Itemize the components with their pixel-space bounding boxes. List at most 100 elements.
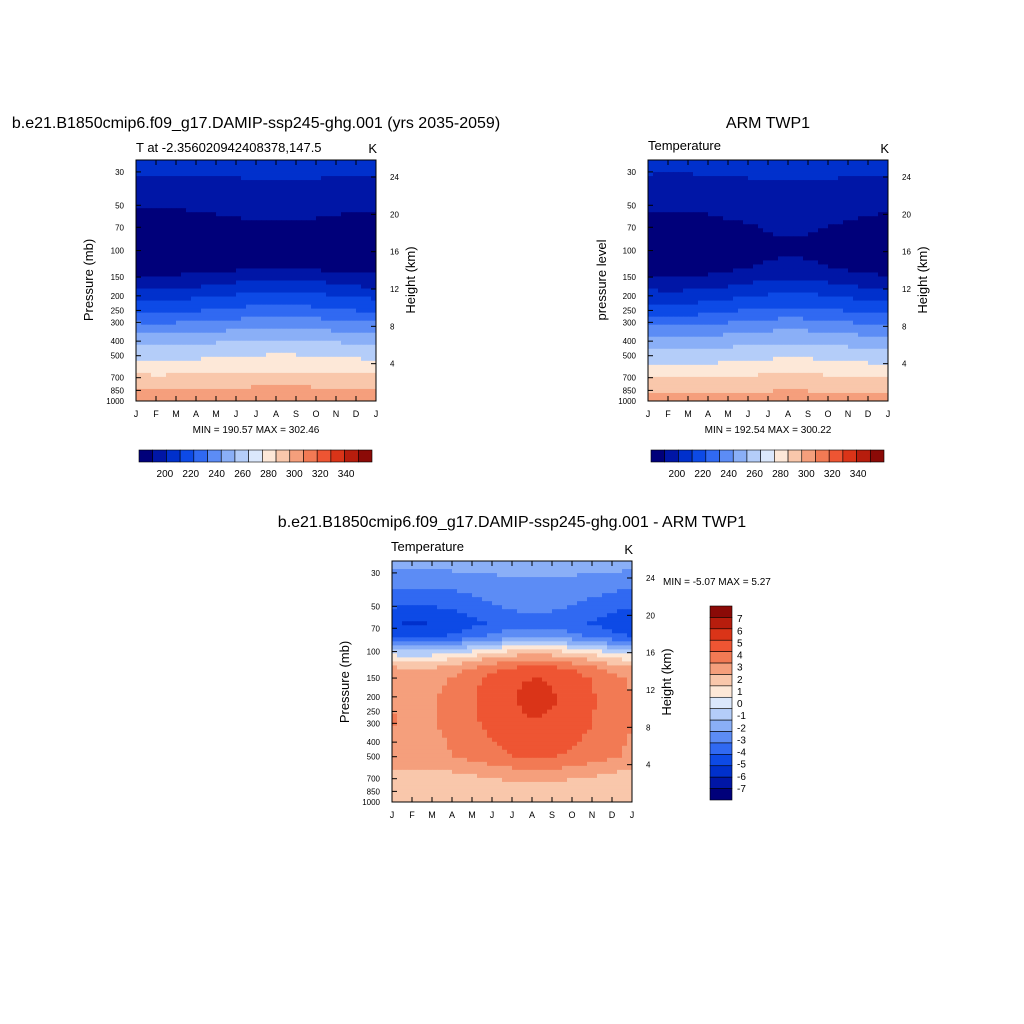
field-cell	[703, 248, 709, 253]
field-cell	[818, 276, 824, 281]
field-cell	[818, 236, 824, 241]
field-cell	[216, 232, 222, 237]
field-cell	[788, 200, 794, 205]
field-cell	[793, 164, 799, 169]
field-cell	[371, 228, 377, 233]
field-cell	[733, 268, 739, 273]
field-cell	[306, 232, 312, 237]
field-cell	[331, 268, 337, 273]
field-cell	[171, 396, 177, 402]
field-cell	[236, 284, 242, 289]
field-cell	[813, 224, 819, 229]
field-cell	[336, 384, 342, 390]
field-cell	[828, 180, 834, 185]
field-cell	[788, 192, 794, 197]
field-cell	[833, 236, 839, 241]
field-cell	[251, 236, 257, 241]
field-cell	[853, 272, 859, 277]
field-cell	[301, 356, 307, 362]
field-cell	[758, 160, 764, 165]
field-cell	[216, 196, 222, 201]
field-cell	[668, 232, 674, 237]
field-cell	[331, 320, 337, 326]
field-cell	[346, 312, 352, 318]
field-cell	[266, 232, 272, 237]
field-cell	[211, 292, 217, 297]
field-cell	[296, 224, 302, 229]
field-cell	[356, 324, 362, 330]
field-cell	[276, 284, 282, 289]
field-cell	[231, 196, 237, 201]
field-cell	[296, 244, 302, 249]
field-cell	[301, 184, 307, 189]
field-cell	[758, 244, 764, 249]
field-cell	[828, 288, 834, 293]
field-cell	[803, 172, 809, 177]
field-cell	[321, 200, 327, 205]
field-cell	[276, 252, 282, 257]
field-cell	[271, 272, 277, 277]
field-cell	[778, 212, 784, 217]
field-cell	[733, 324, 739, 330]
field-cell	[251, 372, 257, 378]
field-cell	[673, 200, 679, 205]
field-cell	[858, 288, 864, 293]
field-cell	[161, 224, 167, 229]
field-cell	[818, 308, 824, 314]
field-cell	[798, 236, 804, 241]
colorbar-label: 200	[157, 469, 174, 480]
field-cell	[758, 204, 764, 209]
field-cell	[828, 244, 834, 249]
field-cell	[753, 276, 759, 281]
field-cell	[166, 264, 172, 269]
field-cell	[848, 252, 854, 257]
field-cell	[236, 244, 242, 249]
field-cell	[793, 236, 799, 241]
field-cell	[833, 180, 839, 185]
field-cell	[848, 204, 854, 209]
field-cell	[171, 332, 177, 338]
field-cell	[226, 348, 232, 354]
field-cell	[738, 236, 744, 241]
field-cell	[336, 316, 342, 322]
field-cell	[748, 256, 754, 261]
field-cell	[166, 248, 172, 253]
field-cell	[813, 188, 819, 193]
field-cell	[191, 260, 197, 265]
field-cell	[296, 268, 302, 273]
field-cell	[151, 320, 157, 326]
field-cell	[141, 176, 147, 181]
field-cell	[346, 252, 352, 257]
field-cell	[658, 196, 664, 201]
field-cell	[156, 288, 162, 293]
field-cell	[366, 392, 372, 398]
field-cell	[151, 292, 157, 297]
field-cell	[713, 208, 719, 213]
field-cell	[356, 204, 362, 209]
field-cell	[206, 176, 212, 181]
field-cell	[151, 364, 157, 370]
field-cell	[156, 388, 162, 394]
field-cell	[291, 184, 297, 189]
field-cell	[823, 240, 829, 245]
field-cell	[216, 168, 222, 173]
field-cell	[191, 360, 197, 366]
field-cell	[236, 324, 242, 330]
field-cell	[191, 276, 197, 281]
field-cell	[146, 268, 152, 273]
field-cell	[316, 316, 322, 322]
field-cell	[306, 304, 312, 310]
field-cell	[321, 168, 327, 173]
field-cell	[236, 208, 242, 213]
field-cell	[146, 232, 152, 237]
field-cell	[708, 180, 714, 185]
field-cell	[803, 320, 809, 326]
field-cell	[296, 172, 302, 177]
field-cell	[813, 196, 819, 201]
field-cell	[346, 268, 352, 273]
field-cell	[808, 300, 814, 305]
field-cell	[176, 384, 182, 390]
field-cell	[678, 196, 684, 201]
field-cell	[326, 340, 332, 346]
field-cell	[241, 360, 247, 366]
